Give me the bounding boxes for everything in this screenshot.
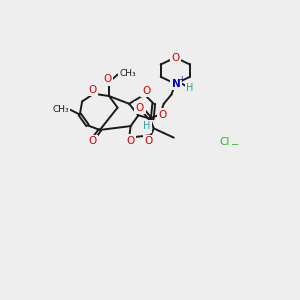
Text: CH₃: CH₃: [119, 69, 136, 78]
Text: CH₃: CH₃: [52, 105, 69, 114]
Text: N: N: [172, 79, 181, 89]
Text: Cl: Cl: [219, 137, 230, 147]
Text: O: O: [136, 103, 144, 112]
Text: O: O: [103, 74, 112, 84]
Text: O: O: [171, 52, 179, 63]
Text: +: +: [178, 75, 185, 84]
Text: O: O: [127, 136, 135, 146]
Text: H: H: [143, 121, 151, 131]
Text: −: −: [231, 140, 239, 150]
Text: O: O: [88, 136, 96, 146]
Text: O: O: [159, 110, 167, 119]
Text: O: O: [88, 85, 96, 95]
Text: O: O: [144, 136, 152, 146]
Text: O: O: [142, 86, 150, 96]
Text: H: H: [186, 82, 194, 93]
